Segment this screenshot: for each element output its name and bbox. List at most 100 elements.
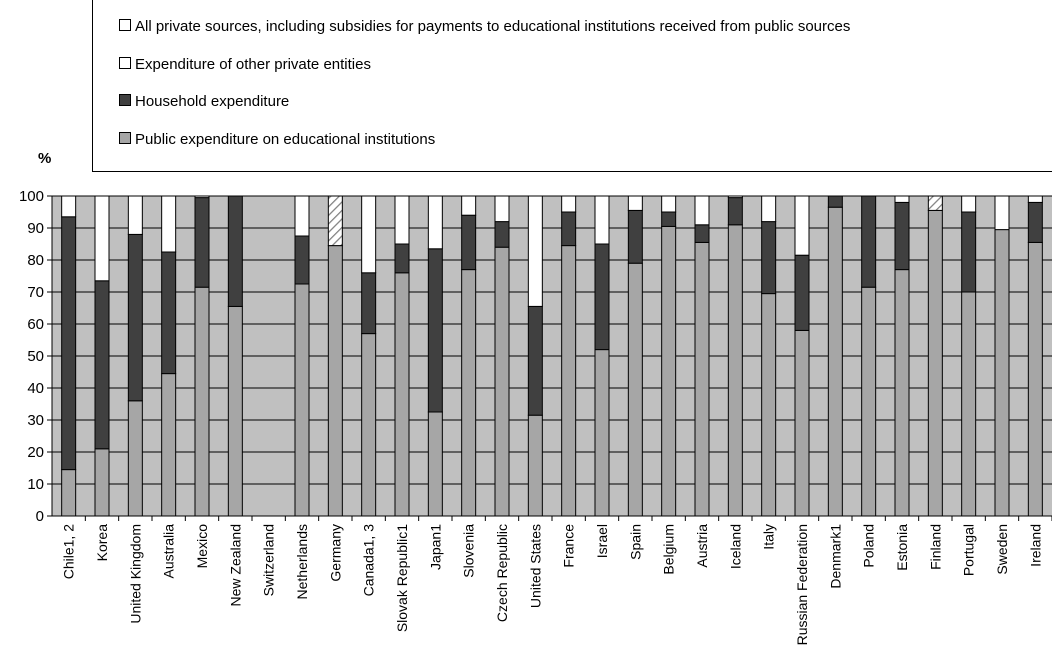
x-category-label: Iceland [727,524,743,569]
legend: All private sources, including subsidies… [92,0,1052,172]
bar-public-segment [861,286,877,517]
bar-public-segment [927,209,943,517]
legend-swatch-public [119,132,131,144]
bar-household-segment [194,197,210,288]
bar-household-segment [561,211,577,247]
bar-public-segment [394,272,410,517]
bar-other-private-segment [727,195,743,199]
x-category-label: Australia [161,524,177,579]
x-category-label: Chile1, 2 [61,524,77,579]
x-category-label: United States [527,524,543,608]
bar-public-segment [1027,241,1043,517]
bar-public-segment [661,225,677,517]
legend-label: Public expenditure on educational instit… [135,131,436,148]
bar-public-segment [294,283,310,517]
bar-other-private-segment [527,195,543,307]
y-tick-label: 0 [36,508,44,525]
x-category-label: Estonia [894,524,910,571]
bar-household-segment [661,211,677,227]
x-category-label: Finland [927,524,943,570]
x-category-label: Spain [627,524,643,560]
x-category-label: Sweden [994,524,1010,575]
x-category-label: Slovenia [461,524,477,578]
legend-item-public: Public expenditure on educational instit… [119,131,435,148]
bar-household-segment [594,243,610,351]
bar-household-segment [427,248,443,413]
x-category-label: Mexico [194,524,210,569]
x-category-label: United Kingdom [127,524,143,624]
y-tick-label: 50 [27,348,44,365]
bar-public-segment [494,246,510,517]
bar-household-segment [294,235,310,285]
bar-household-segment [894,201,910,271]
bar-other-private-segment [161,195,177,253]
legend-swatch-household [119,94,131,106]
x-category-label: Poland [861,524,877,568]
bar-public-segment [127,400,143,517]
bar-household-segment [127,233,143,402]
bar-other-private-segment [794,195,810,256]
x-category-label: Switzerland [261,524,277,596]
legend-label: All private sources, including subsidies… [135,18,851,35]
bar-other-private-segment [661,195,677,213]
bar-other-private-segment [694,195,710,226]
bar-public-segment [361,333,377,517]
legend-swatch-all-private [119,19,131,31]
bar-public-segment [461,269,477,517]
bar-household-segment [161,251,177,375]
y-tick-label: 10 [27,476,44,493]
bar-other-private-segment [994,195,1010,231]
bar-public-segment [594,349,610,517]
bar-household-segment [394,243,410,274]
x-category-label: Slovak Republic1 [394,524,410,632]
bar-other-private-segment [961,195,977,213]
x-category-label: Denmark1 [827,524,843,589]
x-category-label: Czech Republic [494,524,510,622]
x-category-label: Japan1 [427,524,443,570]
bar-household-segment [761,221,777,295]
bar-household-segment [1027,201,1043,243]
bar-household-segment [61,216,77,471]
bar-public-segment [994,229,1010,517]
bar-public-segment [194,286,210,517]
bar-public-segment [94,448,110,517]
bar-public-segment [61,469,77,517]
legend-item-other-private: Expenditure of other private entities [119,56,371,73]
bar-other-private-segment [94,195,110,282]
bar-household-segment [494,221,510,248]
bar-other-private-segment [894,195,910,203]
bar-other-private-segment [494,195,510,223]
bar-public-segment [327,245,343,517]
legend-label: Expenditure of other private entities [135,56,371,73]
bar-other-private-segment [427,195,443,250]
x-category-label: Austria [694,524,710,568]
bar-household-segment [94,280,110,450]
bar-public-segment [561,245,577,517]
bar-other-private-segment [594,195,610,245]
bar-household-segment [861,195,877,288]
bar-public-segment [627,262,643,517]
x-category-label: Russian Federation [794,524,810,645]
bar-other-private-segment [61,195,77,218]
legend-label: Household expenditure [135,93,290,110]
bar-household-segment [361,272,377,335]
bar-public-segment [894,269,910,517]
x-category-label: Ireland [1027,524,1043,567]
bar-other-private-segment [361,195,377,274]
x-category-label: Belgium [661,524,677,575]
legend-item-all-private-sources: All private sources, including subsidies… [119,18,1029,35]
bar-other-private-segment [194,195,210,199]
x-category-label: New Zealand [227,524,243,607]
bar-household-segment [227,195,243,307]
y-axis-unit: % [38,150,52,167]
y-tick-label: 20 [27,444,44,461]
bar-household-segment [694,224,710,243]
bar-household-segment [627,209,643,264]
bar-public-segment [694,241,710,517]
y-tick-label: 100 [19,188,44,205]
y-tick-label: 70 [27,284,44,301]
x-category-label: Portugal [961,524,977,576]
bar-household-segment [527,305,543,416]
bar-other-private-segment [761,195,777,223]
